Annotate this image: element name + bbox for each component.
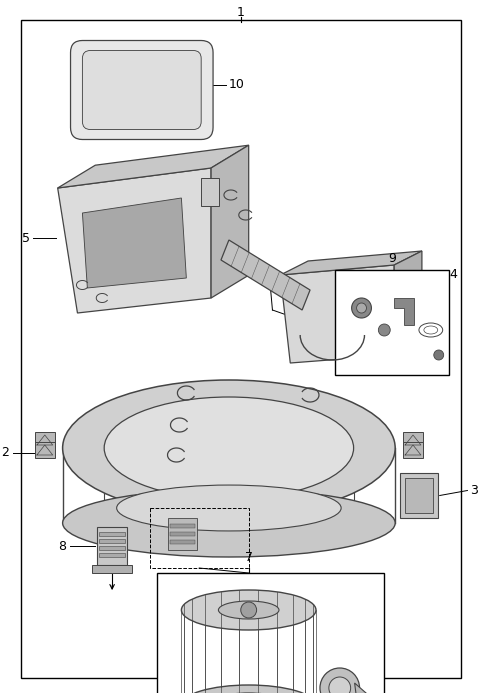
Bar xyxy=(35,442,55,458)
Text: 6: 6 xyxy=(298,311,306,324)
Polygon shape xyxy=(394,298,414,325)
Ellipse shape xyxy=(181,685,316,693)
Ellipse shape xyxy=(181,590,316,630)
Polygon shape xyxy=(280,265,394,363)
Text: 8: 8 xyxy=(59,539,67,552)
Bar xyxy=(169,540,195,544)
Bar xyxy=(400,473,438,518)
Bar xyxy=(169,532,195,536)
Polygon shape xyxy=(394,251,422,355)
Polygon shape xyxy=(280,251,422,275)
Bar xyxy=(403,442,423,458)
Circle shape xyxy=(241,602,257,618)
Text: 7: 7 xyxy=(245,551,252,564)
Polygon shape xyxy=(58,146,249,188)
Bar xyxy=(169,524,195,528)
Ellipse shape xyxy=(62,489,395,557)
Text: 9: 9 xyxy=(388,252,396,265)
Bar xyxy=(403,432,423,448)
Bar xyxy=(99,546,125,550)
Circle shape xyxy=(329,677,351,693)
Polygon shape xyxy=(211,146,249,298)
Polygon shape xyxy=(355,683,370,693)
Bar xyxy=(99,539,125,543)
Bar xyxy=(150,508,249,568)
Text: 4: 4 xyxy=(450,268,457,281)
Text: 1: 1 xyxy=(237,6,245,19)
Circle shape xyxy=(357,303,366,313)
Ellipse shape xyxy=(218,601,279,619)
Text: 10: 10 xyxy=(229,78,245,91)
Ellipse shape xyxy=(62,380,395,516)
Bar xyxy=(201,178,219,206)
Polygon shape xyxy=(58,168,211,313)
Text: 5: 5 xyxy=(22,231,30,245)
Bar xyxy=(405,478,433,513)
Bar xyxy=(156,573,384,693)
Bar xyxy=(92,565,132,573)
Text: 2: 2 xyxy=(1,446,9,459)
Bar xyxy=(335,270,449,375)
Circle shape xyxy=(320,668,360,693)
Bar xyxy=(35,432,55,448)
Circle shape xyxy=(434,350,444,360)
Circle shape xyxy=(352,298,372,318)
Ellipse shape xyxy=(104,397,354,499)
Polygon shape xyxy=(221,240,310,310)
FancyBboxPatch shape xyxy=(71,40,213,139)
FancyBboxPatch shape xyxy=(83,51,201,130)
Bar xyxy=(99,553,125,557)
Bar xyxy=(99,532,125,536)
Polygon shape xyxy=(83,198,186,288)
Circle shape xyxy=(378,324,390,336)
Text: 3: 3 xyxy=(470,484,478,497)
Bar xyxy=(97,527,127,565)
Bar xyxy=(168,518,197,550)
Ellipse shape xyxy=(117,485,341,531)
